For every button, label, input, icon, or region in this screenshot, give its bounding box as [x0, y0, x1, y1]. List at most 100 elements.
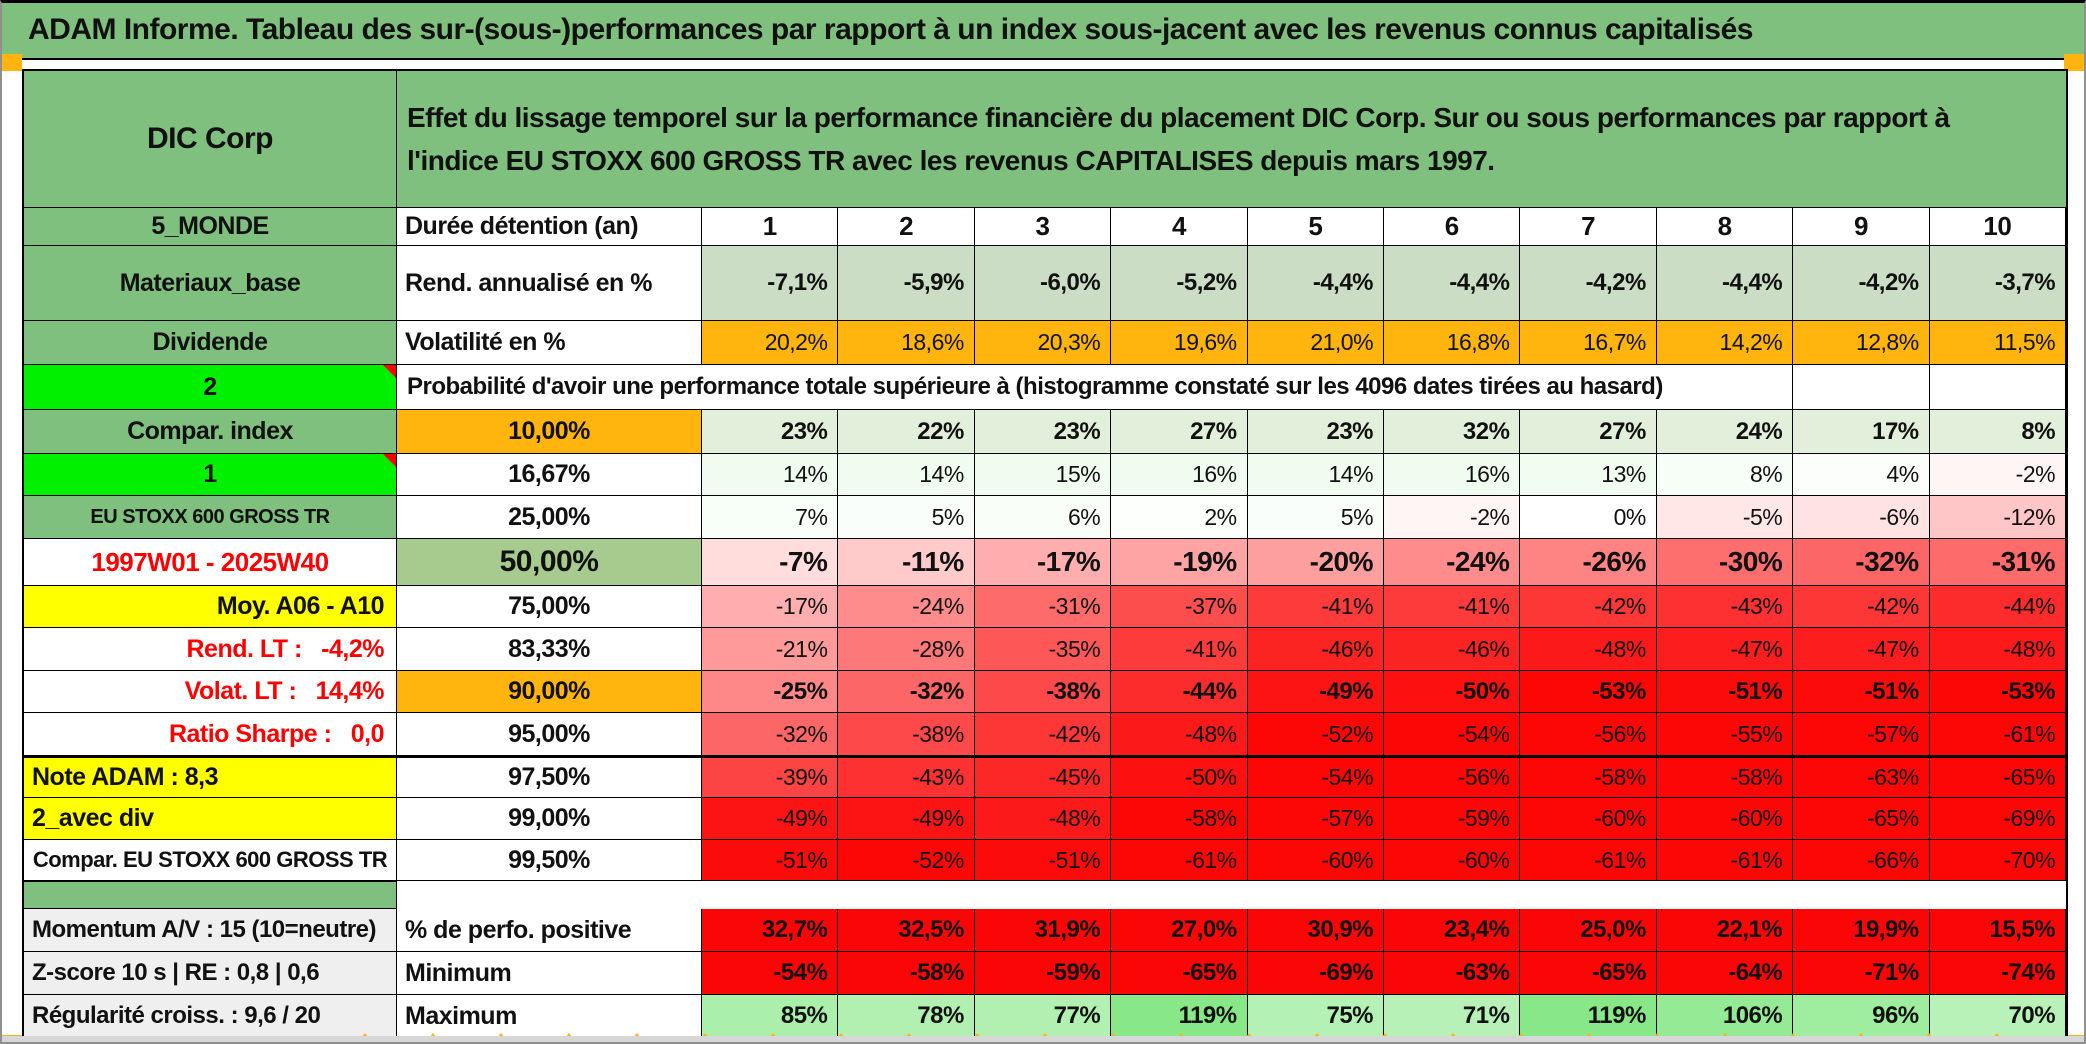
cell-duree-col4[interactable]: 4 — [1111, 208, 1248, 246]
cell-p995-col9[interactable]: -66% — [1793, 840, 1930, 881]
cell-p10-col7[interactable]: 27% — [1520, 410, 1657, 454]
cell-p1667-col1[interactable]: 14% — [702, 454, 839, 496]
row-label-spacer[interactable] — [24, 881, 397, 909]
cell-regularite-col1[interactable]: 85% — [702, 995, 839, 1038]
cell-p75-col10[interactable]: -44% — [1929, 586, 2067, 628]
cell-p975-col4[interactable]: -50% — [1111, 756, 1248, 798]
cell-p975-col5[interactable]: -54% — [1247, 756, 1385, 798]
cell-p90-col2[interactable]: -32% — [838, 671, 975, 713]
row-mid-p1667[interactable]: 16,67% — [397, 454, 702, 496]
cell-p95-col7[interactable]: -56% — [1520, 713, 1657, 756]
cell-zscore-col6[interactable]: -63% — [1384, 952, 1521, 995]
cell-p995-col2[interactable]: -52% — [838, 840, 975, 881]
cell-p90-col4[interactable]: -44% — [1111, 671, 1248, 713]
cell-p99-col7[interactable]: -60% — [1520, 798, 1657, 840]
cell-p99-col6[interactable]: -59% — [1384, 798, 1521, 840]
row-mid-momentum[interactable]: % de perfo. positive — [397, 909, 702, 952]
cell-p99-col9[interactable]: -65% — [1793, 798, 1930, 840]
cell-p99-col3[interactable]: -48% — [974, 798, 1112, 840]
cell-rend-col8[interactable]: -4,4% — [1656, 246, 1794, 321]
row-label-regularite[interactable]: Régularité croiss. : 9,6 / 20 — [24, 995, 397, 1038]
row-label-p8333[interactable]: Rend. LT : -4,2% — [24, 628, 397, 671]
cell-duree-col9[interactable]: 9 — [1793, 208, 1930, 246]
cell-regularite-col2[interactable]: 78% — [838, 995, 975, 1038]
cell-zscore-col5[interactable]: -69% — [1247, 952, 1385, 995]
cell-p25-col7[interactable]: 0% — [1520, 496, 1657, 539]
cell-zscore-col9[interactable]: -71% — [1793, 952, 1930, 995]
cell-p975-col7[interactable]: -58% — [1520, 756, 1657, 798]
cell-volat-col10[interactable]: 11,5% — [1929, 321, 2067, 365]
cell-p10-col2[interactable]: 22% — [838, 410, 975, 454]
table-description-cell[interactable]: Effet du lissage temporel sur la perform… — [397, 71, 2066, 208]
cell-p1667-col6[interactable]: 16% — [1384, 454, 1521, 496]
cell-p50-col9[interactable]: -32% — [1793, 539, 1930, 586]
cell-p99-col10[interactable]: -69% — [1929, 798, 2067, 840]
cell-p1667-col5[interactable]: 14% — [1247, 454, 1385, 496]
cell-p99-col8[interactable]: -60% — [1656, 798, 1794, 840]
cell-proba-empty2[interactable] — [1929, 365, 2066, 410]
cell-rend-col3[interactable]: -6,0% — [974, 246, 1112, 321]
cell-p95-col1[interactable]: -32% — [702, 713, 839, 756]
cell-p8333-col4[interactable]: -41% — [1111, 628, 1248, 671]
cell-p995-col7[interactable]: -61% — [1520, 840, 1657, 881]
cell-p90-col6[interactable]: -50% — [1384, 671, 1521, 713]
cell-duree-col10[interactable]: 10 — [1929, 208, 2067, 246]
cell-zscore-col7[interactable]: -65% — [1520, 952, 1657, 995]
row-mid-p75[interactable]: 75,00% — [397, 586, 702, 628]
row-mid-p975[interactable]: 97,50% — [397, 756, 702, 798]
cell-zscore-col3[interactable]: -59% — [974, 952, 1112, 995]
cell-p50-col8[interactable]: -30% — [1656, 539, 1794, 586]
cell-regularite-col4[interactable]: 119% — [1111, 995, 1248, 1038]
cell-p975-col9[interactable]: -63% — [1793, 756, 1930, 798]
cell-p25-col2[interactable]: 5% — [838, 496, 975, 539]
cell-momentum-col4[interactable]: 27,0% — [1111, 909, 1248, 952]
cell-momentum-col7[interactable]: 25,0% — [1520, 909, 1657, 952]
row-mid-p95[interactable]: 95,00% — [397, 713, 702, 756]
cell-duree-col3[interactable]: 3 — [974, 208, 1112, 246]
row-label-p50[interactable]: 1997W01 - 2025W40 — [24, 539, 397, 586]
cell-p75-col2[interactable]: -24% — [838, 586, 975, 628]
cell-regularite-col7[interactable]: 119% — [1520, 995, 1657, 1038]
cell-momentum-col9[interactable]: 19,9% — [1793, 909, 1930, 952]
row-label-momentum[interactable]: Momentum A/V : 15 (10=neutre) — [24, 909, 397, 952]
cell-p995-col4[interactable]: -61% — [1111, 840, 1248, 881]
cell-p8333-col8[interactable]: -47% — [1656, 628, 1794, 671]
cell-p8333-col9[interactable]: -47% — [1793, 628, 1930, 671]
merged-caption-proba[interactable]: Probabilité d'avoir une performance tota… — [397, 365, 1794, 410]
cell-p99-col4[interactable]: -58% — [1111, 798, 1248, 840]
cell-p8333-col7[interactable]: -48% — [1520, 628, 1657, 671]
cell-momentum-col6[interactable]: 23,4% — [1384, 909, 1521, 952]
cell-zscore-col2[interactable]: -58% — [838, 952, 975, 995]
cell-volat-col4[interactable]: 19,6% — [1111, 321, 1248, 365]
cell-p75-col4[interactable]: -37% — [1111, 586, 1248, 628]
cell-p975-col8[interactable]: -58% — [1656, 756, 1794, 798]
cell-p90-col3[interactable]: -38% — [974, 671, 1112, 713]
cell-p975-col10[interactable]: -65% — [1929, 756, 2067, 798]
row-label-p75[interactable]: Moy. A06 - A10 — [24, 586, 397, 628]
row-label-p1667[interactable]: 1 — [24, 454, 397, 496]
cell-p50-col2[interactable]: -11% — [838, 539, 975, 586]
instrument-name-cell[interactable]: DIC Corp — [24, 71, 397, 208]
cell-volat-col9[interactable]: 12,8% — [1793, 321, 1930, 365]
cell-momentum-col8[interactable]: 22,1% — [1656, 909, 1794, 952]
cell-p975-col3[interactable]: -45% — [974, 756, 1112, 798]
cell-duree-col6[interactable]: 6 — [1384, 208, 1521, 246]
cell-regularite-col6[interactable]: 71% — [1384, 995, 1521, 1038]
cell-p8333-col10[interactable]: -48% — [1929, 628, 2067, 671]
row-label-p975[interactable]: Note ADAM : 8,3 — [24, 756, 397, 798]
cell-volat-col3[interactable]: 20,3% — [974, 321, 1112, 365]
cell-p10-col4[interactable]: 27% — [1111, 410, 1248, 454]
cell-p975-col2[interactable]: -43% — [838, 756, 975, 798]
cell-proba-empty1[interactable] — [1793, 365, 1930, 410]
cell-momentum-col5[interactable]: 30,9% — [1247, 909, 1385, 952]
cell-p10-col6[interactable]: 32% — [1384, 410, 1521, 454]
cell-p99-col5[interactable]: -57% — [1247, 798, 1385, 840]
cell-p10-col9[interactable]: 17% — [1793, 410, 1930, 454]
cell-volat-col6[interactable]: 16,8% — [1384, 321, 1521, 365]
cell-p975-col6[interactable]: -56% — [1384, 756, 1521, 798]
cell-volat-col1[interactable]: 20,2% — [702, 321, 839, 365]
cell-p50-col3[interactable]: -17% — [974, 539, 1112, 586]
cell-p75-col1[interactable]: -17% — [702, 586, 839, 628]
row-label-volat[interactable]: Dividende — [24, 321, 397, 365]
cell-p50-col6[interactable]: -24% — [1384, 539, 1521, 586]
